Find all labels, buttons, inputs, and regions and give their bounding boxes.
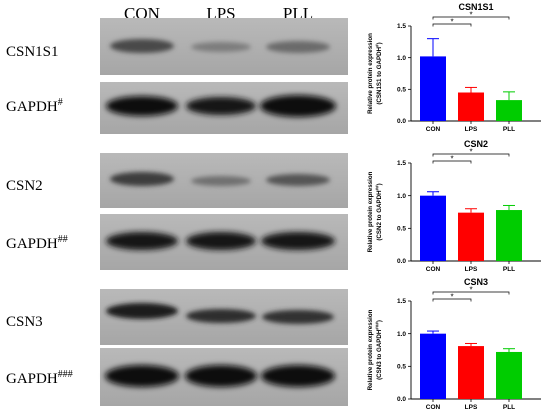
blot-labels: CSN1S1 GAPDH# CSN2 GAPDH## CSN3 GAPDH###: [6, 44, 73, 387]
significance-bracket: [432, 291, 510, 295]
band: [266, 174, 330, 186]
x-tick-label: LPS: [465, 266, 478, 273]
band: [261, 232, 335, 250]
blot-strip-csn1s1: [100, 18, 348, 75]
chart-csn2: CSN2 Relative protein expression (CSN2 to …: [367, 139, 541, 273]
significance-star: *: [469, 148, 472, 157]
significance-star: *: [469, 286, 472, 295]
blot-strip-gapdh-2: [100, 214, 348, 270]
bar-con: [420, 333, 446, 399]
bar-lps: [458, 212, 484, 261]
band: [106, 96, 178, 116]
x-tick-label: CON: [426, 404, 441, 411]
y-tick-label: 0.5: [397, 87, 406, 94]
band: [186, 97, 256, 115]
blot-label-gapdh-3: GAPDH###: [6, 369, 73, 387]
y-tick-label: 1.5: [397, 23, 406, 30]
chart-title: CSN2: [464, 139, 488, 149]
chart-title: CSN1S1: [458, 2, 493, 12]
y-tick-label: 1.0: [397, 55, 406, 62]
significance-star: *: [469, 11, 472, 20]
y-axis-label: Relative protein expression: [367, 33, 374, 114]
y-tick-label: 1.0: [397, 193, 406, 200]
blot-label-gapdh-1: GAPDH#: [6, 97, 63, 115]
blot-strip-csn2: [100, 153, 348, 208]
bar-con: [420, 195, 446, 261]
y-tick-label: 0.5: [397, 226, 406, 233]
bar-lps: [458, 92, 484, 121]
blot-label-csn1s1: CSN1S1: [6, 44, 59, 60]
band: [191, 176, 251, 186]
y-axis-label: Relative protein expression: [367, 171, 374, 252]
bar-pll: [496, 100, 522, 121]
band: [261, 365, 335, 387]
x-tick-label: CON: [426, 126, 441, 133]
x-tick-label: LPS: [465, 126, 478, 133]
y-tick-label: 0.5: [397, 364, 406, 371]
x-tick-label: PLL: [503, 404, 515, 411]
significance-bracket: [432, 153, 510, 157]
band: [191, 42, 251, 52]
significance-bracket: [432, 16, 510, 20]
significance-bracket: [432, 23, 472, 27]
bar-pll: [496, 210, 522, 261]
band: [260, 95, 336, 117]
band: [106, 303, 178, 319]
band: [262, 310, 334, 324]
band: [105, 365, 179, 387]
chart-title: CSN3: [464, 277, 488, 287]
y-axis-label-ratio: (CSN3 to GAPDH###): [375, 320, 384, 380]
y-tick-label: 0.0: [397, 258, 406, 265]
blot-strip-gapdh-1: [100, 82, 348, 134]
band: [266, 41, 330, 53]
y-axis-label-ratio: (CSN2 to GAPDH##): [375, 183, 384, 240]
x-tick-label: LPS: [465, 404, 478, 411]
blot-label-gapdh-2: GAPDH##: [6, 234, 68, 252]
y-tick-label: 1.5: [397, 298, 406, 305]
significance-star: *: [450, 18, 453, 27]
y-tick-label: 0.0: [397, 396, 406, 403]
band: [110, 172, 174, 186]
blot-label-csn3: CSN3: [6, 314, 43, 330]
band: [106, 232, 178, 250]
y-axis-label: Relative protein expression: [367, 309, 374, 390]
x-tick-label: PLL: [503, 266, 515, 273]
y-axis-label-ratio: (CSN1S1 to GAPDH#): [375, 42, 384, 104]
chart-csn3: CSN3 Relative protein expression (CSN3 to …: [367, 277, 541, 411]
y-tick-label: 1.0: [397, 331, 406, 338]
y-tick-label: 1.5: [397, 160, 406, 167]
x-tick-label: CON: [426, 266, 441, 273]
significance-star: *: [450, 155, 453, 164]
significance-star: *: [450, 293, 453, 302]
blot-strip-gapdh-3: [100, 348, 348, 406]
bar-lps: [458, 346, 484, 399]
band: [185, 365, 257, 387]
blot-label-csn2: CSN2: [6, 178, 43, 194]
significance-bracket: [432, 298, 472, 302]
significance-bracket: [432, 160, 472, 164]
y-tick-label: 0.0: [397, 118, 406, 125]
band: [186, 309, 256, 323]
bar-con: [420, 56, 446, 121]
band: [186, 232, 256, 250]
band: [110, 39, 174, 53]
chart-csn1s1: CSN1S1 Relative protein expression (CSN1S1…: [367, 2, 541, 133]
bar-pll: [496, 351, 522, 399]
blot-strip-csn3: [100, 289, 348, 345]
x-tick-label: PLL: [503, 126, 515, 133]
